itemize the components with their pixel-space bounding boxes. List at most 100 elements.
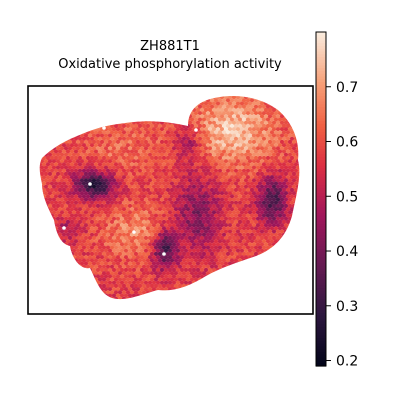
tissue-spot [119,216,125,221]
tissue-spot [273,226,279,231]
tissue-spot [119,139,125,145]
tissue-spot [53,213,59,218]
tissue-spot [173,175,179,180]
tissue-spot [103,255,109,260]
tissue-spot [105,226,111,231]
tissue-spot [73,207,79,212]
tissue-spot [95,248,101,253]
tissue-spot [45,194,51,199]
tissue-spot [241,117,247,122]
tissue-spot [231,101,237,106]
tissue-spot [139,165,145,170]
tissue-spot [267,210,273,215]
tissue-spot [81,251,87,257]
tissue-spot [89,168,95,173]
tissue-spot [97,162,103,167]
tissue-spot [139,203,145,209]
tissue-spot [57,187,63,193]
tissue-spot [267,203,273,209]
tissue-spot [143,133,149,138]
tissue-spot [249,136,255,141]
tissue-spot [261,187,267,193]
tissue-spot [161,168,167,173]
tissue-spot [69,194,75,199]
tissue-spot [143,223,149,228]
tissue-spot [211,178,217,183]
tissue-spot [63,210,69,215]
tissue-spot [71,165,77,170]
tissue-spot [213,155,219,161]
tissue-spot [231,203,237,209]
tissue-spot [183,133,189,138]
tissue-spot [209,251,215,257]
tissue-spot [281,123,287,129]
tissue-spot [93,219,99,225]
tissue-spot [279,120,285,125]
tissue-spot [181,226,187,231]
tissue-spot [211,152,217,157]
tissue-spot [237,168,243,173]
tissue-spot [151,159,157,164]
tissue-spot [45,162,51,167]
tissue-spot [125,194,131,199]
tissue-spot [257,149,263,154]
tissue-spot [133,187,139,193]
tissue-spot [119,146,125,151]
tissue-spot [53,155,59,161]
tissue-spot [107,171,113,177]
tissue-spot [107,203,113,209]
tissue-spot [189,136,195,141]
tissue-spot [249,194,255,199]
tissue-spot [237,136,243,141]
tissue-spot [219,171,225,177]
tissue-spot [107,159,113,164]
tissue-spot [251,178,257,183]
tissue-spot [75,197,81,202]
tissue-spot [179,191,185,196]
tissue-spot [151,242,157,247]
tissue-spot [201,155,207,161]
tissue-spot [85,136,91,141]
tissue-spot [267,120,273,125]
tissue-spot [261,239,267,244]
tissue-spot [219,197,225,202]
tissue-spot [233,162,239,167]
tissue-spot [131,133,137,138]
tissue-spot [167,248,173,253]
tissue-spot [257,232,263,237]
tissue-spot [67,139,73,145]
tissue-spot [73,239,79,244]
tissue-spot [191,203,197,209]
tissue-spot [205,175,211,180]
tissue-spot [241,123,247,129]
tissue-spot [285,149,291,154]
tissue-spot [263,107,269,113]
tissue-spot [153,162,159,167]
tissue-spot [111,127,117,132]
tissue-spot [187,127,193,132]
tissue-spot [247,191,253,196]
tissue-spot [91,133,97,138]
tissue-spot [57,213,63,218]
tissue-spot [177,187,183,193]
tissue-spot [87,178,93,183]
tissue-spot [179,133,185,138]
tissue-spot [277,168,283,173]
tissue-spot [119,178,125,183]
tissue-spot [89,245,95,250]
tissue-spot [281,187,287,193]
tissue-spot [235,223,241,228]
tissue-spot [225,104,231,109]
tissue-spot [161,245,167,250]
tissue-spot [99,229,105,234]
tissue-spot [211,197,217,202]
tissue-spot [137,213,143,218]
tissue-spot [179,242,185,247]
tissue-spot [183,242,189,247]
tissue-spot [165,155,171,161]
tissue-spot [251,229,257,234]
tissue-spot [83,197,89,202]
tissue-spot [179,216,185,221]
tissue-spot [143,229,149,234]
tissue-spot [259,229,265,234]
